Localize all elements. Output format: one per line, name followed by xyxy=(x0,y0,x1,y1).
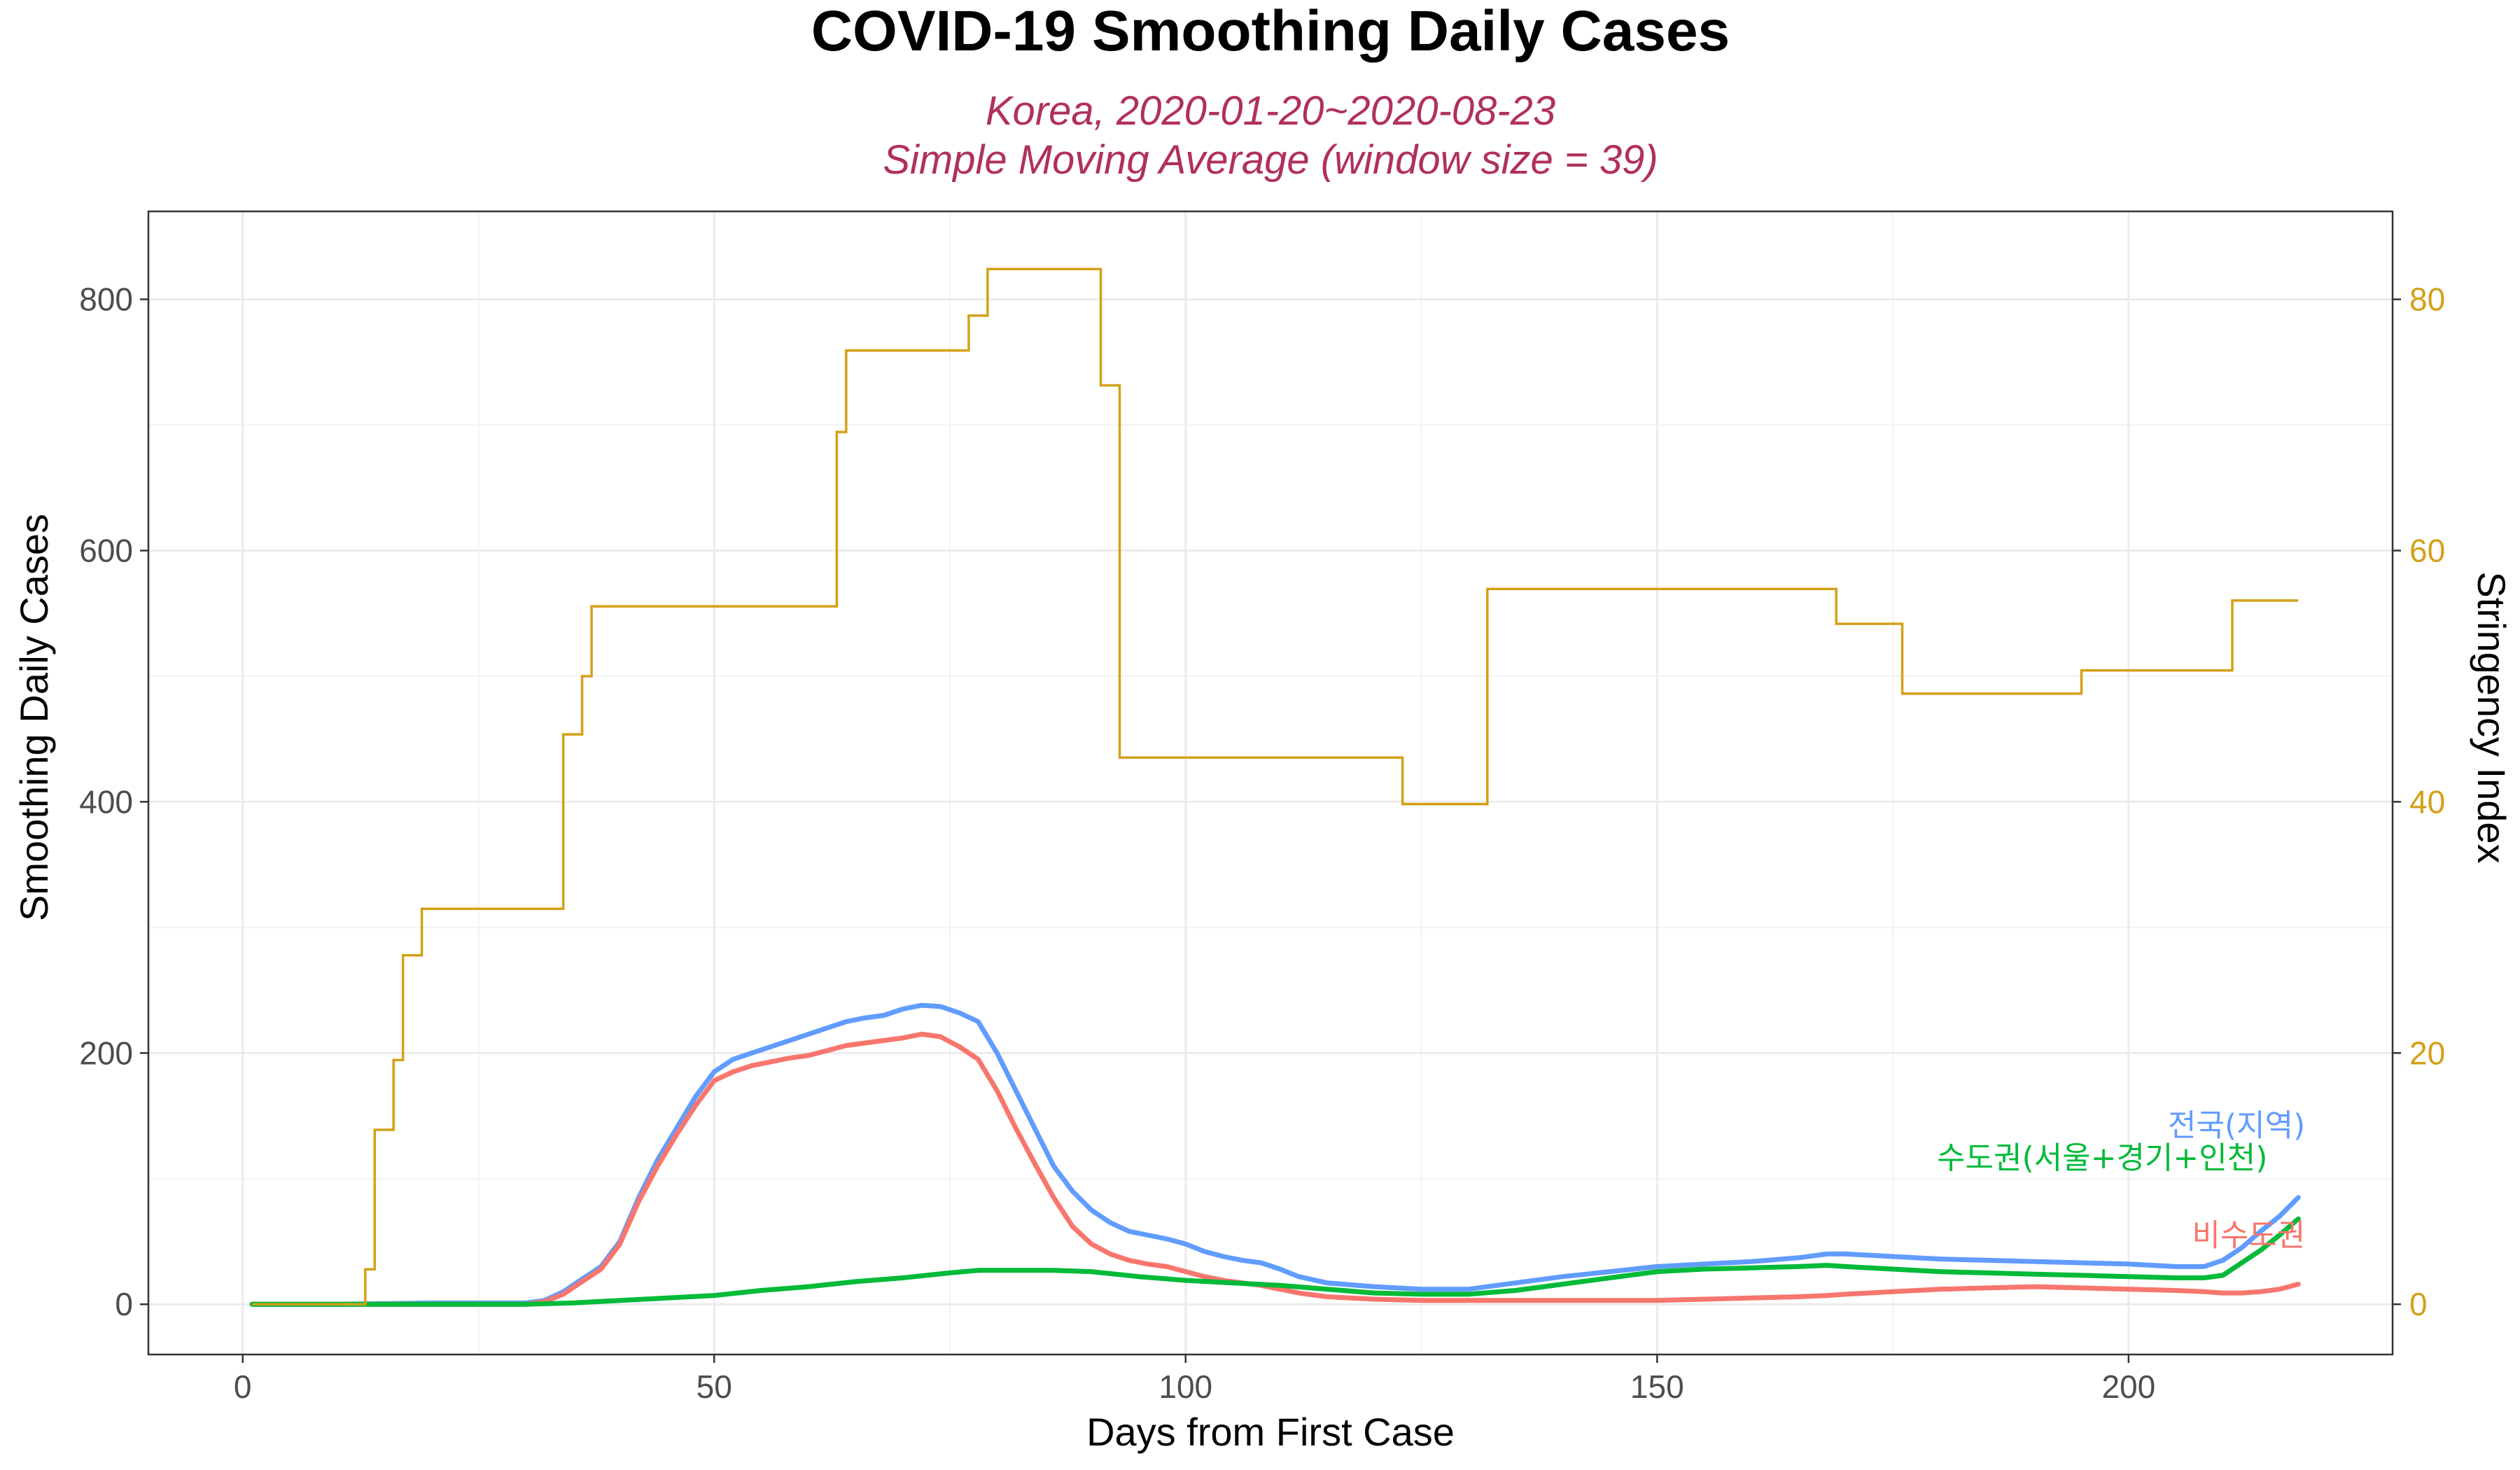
x-tick-label: 200 xyxy=(2101,1368,2155,1405)
y-tick-label: 800 xyxy=(79,281,133,318)
series-label-national: 전국(지역) xyxy=(2168,1108,2305,1144)
series-label-capital: 수도권(서울+경기+인천) xyxy=(1937,1140,2267,1176)
y-tick-label: 0 xyxy=(115,1286,133,1322)
chart-subtitle-line-1: Korea, 2020-01-20~2020-08-23 xyxy=(986,88,1555,134)
y2-tick-label: 60 xyxy=(2409,533,2445,569)
stringency-index-line xyxy=(252,267,2299,1306)
series-layer xyxy=(249,267,2301,1307)
x-tick-label: 0 xyxy=(234,1368,252,1405)
x-axis-title: Days from First Case xyxy=(1086,1410,1455,1454)
y-tick-label: 400 xyxy=(79,783,133,820)
y-tick-label: 200 xyxy=(79,1035,133,1071)
x-tick-label: 150 xyxy=(1630,1368,1684,1405)
series-line-noncapital xyxy=(249,1031,2301,1307)
series-line-capital xyxy=(249,1216,2301,1307)
series-line-national xyxy=(249,1002,2301,1307)
series-label-noncapital: 비수도권 xyxy=(2192,1218,2305,1254)
y-axis-title: Smoothing Daily Cases xyxy=(12,514,56,921)
y2-axis-title: Stringency Index xyxy=(2470,571,2514,863)
plot-panel-border xyxy=(147,210,2394,1356)
chart-subtitle-line-2: Simple Moving Average (window size = 39) xyxy=(883,137,1658,183)
series-labels: 전국(지역)수도권(서울+경기+인천) 비수도권 xyxy=(1937,1108,2305,1254)
y2-tick-label: 40 xyxy=(2409,783,2445,820)
axes: 0 50 100 150 200 0 200 400 600 800 0 20 40 60 80 xyxy=(79,281,2445,1405)
x-tick-label: 50 xyxy=(696,1368,732,1405)
y2-tick-label: 0 xyxy=(2409,1286,2428,1322)
y-tick-label: 600 xyxy=(79,533,133,569)
x-tick-label: 100 xyxy=(1158,1368,1212,1405)
y2-tick-label: 20 xyxy=(2409,1035,2445,1071)
chart-title: COVID-19 Smoothing Daily Cases xyxy=(811,0,1730,63)
grid xyxy=(148,211,2393,1354)
y2-tick-label: 80 xyxy=(2409,281,2445,318)
